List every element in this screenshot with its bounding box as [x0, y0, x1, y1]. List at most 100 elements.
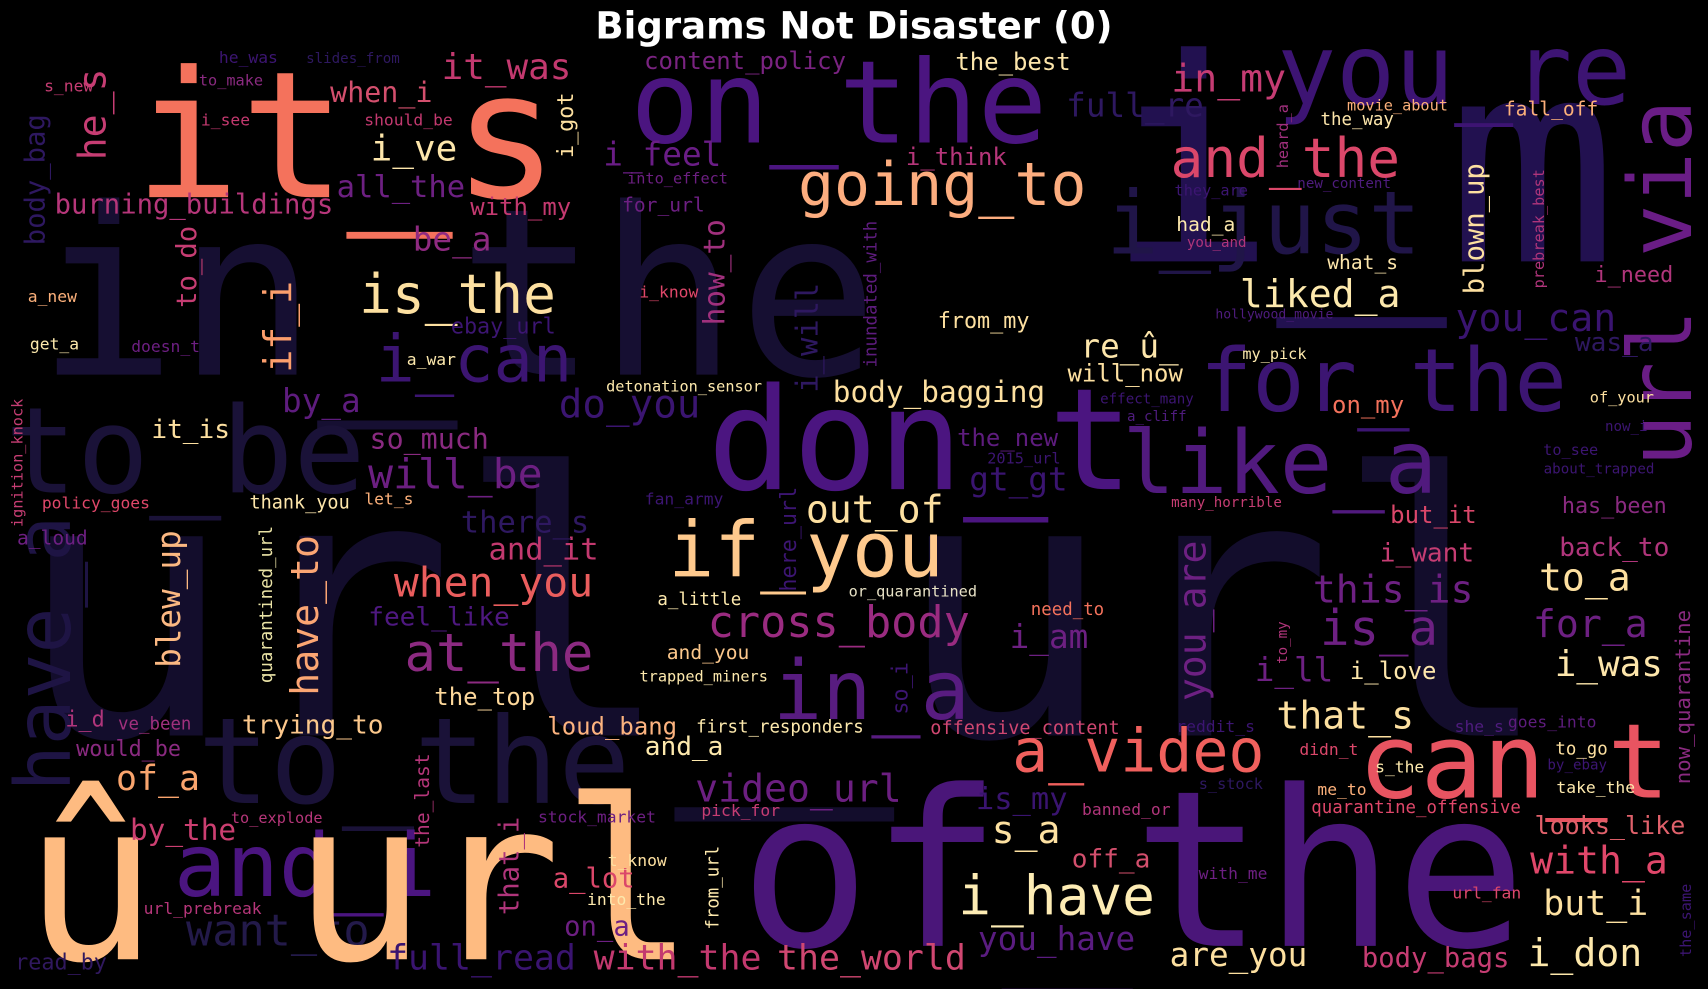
word: 2015_url — [987, 450, 1060, 468]
word: in_my — [1171, 56, 1286, 101]
word: url_url — [15, 397, 1553, 826]
word: of_your — [1590, 389, 1654, 407]
word: to_my — [1275, 621, 1291, 664]
word: so_i — [888, 662, 913, 714]
word: going_to — [798, 150, 1086, 220]
word: slides_from — [306, 51, 400, 67]
word: now_quarantine — [1671, 610, 1695, 784]
word: i_got — [554, 92, 579, 158]
word: are_you — [1170, 936, 1308, 974]
word: trying_to — [242, 710, 384, 740]
word: when_i — [330, 76, 432, 110]
word: burning_buildings — [55, 189, 334, 220]
word: now_i — [1605, 419, 1648, 435]
word: a_war — [407, 350, 456, 369]
word: loud_bang — [547, 713, 677, 741]
word: gt_gt — [969, 460, 1067, 498]
word: inundated_with — [861, 221, 881, 368]
word: didn_t — [1299, 740, 1358, 759]
word: by_a — [282, 382, 361, 420]
word: out_of — [806, 488, 944, 533]
word: with_me — [1199, 864, 1268, 883]
word: banned_or — [1082, 800, 1171, 819]
word: from_url — [703, 846, 723, 930]
word: do_you — [559, 383, 701, 428]
word: i_have — [958, 863, 1155, 927]
word: reddit_s — [1176, 717, 1255, 736]
word: ve_been — [118, 714, 191, 734]
word: and_i — [174, 815, 436, 917]
word: and_the — [1171, 126, 1401, 190]
word: if_i — [256, 281, 301, 373]
word: that_s — [1276, 694, 1414, 739]
word: effect_many — [1100, 392, 1194, 408]
word: me_to — [1317, 780, 1366, 799]
word: or_quarantined — [849, 582, 977, 600]
word: there_s — [461, 505, 589, 540]
word: i_know — [639, 282, 698, 301]
word: offensive_content — [930, 718, 1119, 739]
word: hollywood_movie — [1215, 307, 1333, 322]
word: would_be — [76, 737, 181, 762]
word: looks_like — [1535, 811, 1686, 840]
word: i_can — [376, 321, 573, 397]
word: i_see — [201, 110, 250, 129]
word: to_be — [5, 383, 366, 522]
word: you_are — [1171, 541, 1216, 702]
word: i_want — [1380, 538, 1474, 568]
word: prebreak_best — [1530, 169, 1548, 288]
word: s_stock — [1199, 775, 1263, 793]
word: you_can — [1456, 296, 1617, 341]
title: Bigrams Not Disaster (0) — [595, 5, 1112, 48]
word: and_a — [645, 732, 724, 762]
word: full_read — [387, 939, 576, 979]
word: by_ebay — [1547, 758, 1607, 774]
word: my_pick — [1242, 345, 1306, 363]
word: he_s — [71, 68, 116, 160]
word: a_new — [28, 287, 77, 306]
word: the_best — [955, 48, 1070, 76]
word: û_url — [23, 752, 695, 989]
word: trapped_miners — [639, 667, 767, 685]
word: from_my — [938, 309, 1030, 334]
word: i_love — [1350, 657, 1437, 685]
word: i_was — [1555, 644, 1663, 685]
word: but_it — [1390, 501, 1477, 529]
word: is_my — [976, 782, 1068, 817]
word: had_a — [1176, 213, 1235, 236]
word: but_i — [1543, 884, 1648, 924]
word: t_know — [608, 851, 667, 870]
word: about_trapped — [1544, 461, 1655, 477]
word: full_re — [1066, 87, 1204, 125]
word: and_you — [667, 641, 750, 664]
word: with_a — [1530, 838, 1668, 883]
word: for_a — [1533, 602, 1648, 647]
word: he_was — [219, 48, 278, 67]
word: want_to — [186, 906, 370, 956]
word: with_the — [594, 939, 762, 979]
word: is_a — [1320, 600, 1438, 657]
word: in_a — [773, 644, 970, 739]
word: the_top — [434, 683, 535, 711]
word: i_feel — [603, 136, 721, 174]
word: first_responders — [696, 718, 864, 738]
word: a_loud — [17, 527, 88, 550]
word: is_the — [359, 262, 556, 326]
word: to_explode — [231, 809, 323, 827]
word: all_the — [337, 170, 465, 205]
word: the_last — [411, 753, 434, 847]
word: don_t — [707, 359, 1133, 523]
word: heard_a — [1274, 104, 1292, 168]
word: video_url — [695, 767, 902, 812]
word: liked_a — [1240, 272, 1401, 317]
word: a_lot — [553, 863, 635, 894]
word: many_horrible — [1171, 495, 1282, 511]
word: i_am — [1010, 618, 1089, 656]
word: thank_you — [249, 493, 349, 514]
word: stock_market — [538, 807, 656, 826]
word: need_to — [1031, 600, 1104, 620]
word: off_a — [1072, 844, 1151, 874]
word: if_you — [668, 506, 943, 595]
word: with_my — [470, 193, 571, 221]
